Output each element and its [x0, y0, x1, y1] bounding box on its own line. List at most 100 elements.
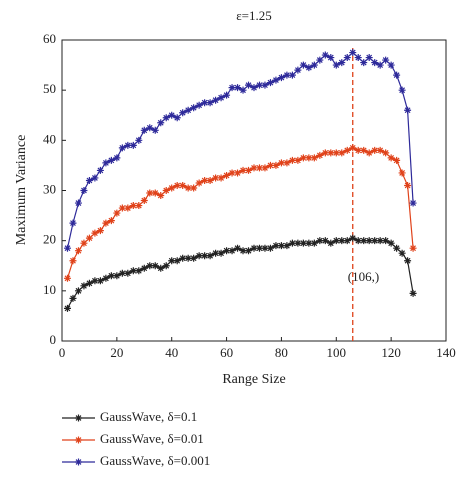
y-tick-label: 40: [43, 131, 56, 146]
data-point: [124, 141, 132, 149]
data-point: [409, 199, 417, 207]
data-point: [85, 176, 93, 184]
data-point: [255, 81, 263, 89]
data-point: [168, 257, 176, 265]
data-point: [80, 282, 88, 290]
data-point: [294, 66, 302, 74]
data-point: [371, 146, 379, 154]
data-point: [245, 247, 253, 255]
data-point: [118, 144, 126, 152]
data-point: [261, 244, 269, 252]
data-point: [206, 252, 214, 260]
data-point: [343, 237, 351, 245]
data-point: [184, 254, 192, 262]
x-tick-label: 40: [165, 345, 178, 360]
data-point: [162, 114, 170, 122]
data-point: [245, 166, 253, 174]
data-point: [228, 84, 236, 92]
data-point: [404, 257, 412, 265]
data-point: [223, 171, 231, 179]
data-point: [338, 59, 346, 67]
data-point: [228, 169, 236, 177]
data-point: [107, 272, 115, 280]
data-point: [190, 254, 198, 262]
x-axis-label: Range Size: [222, 372, 285, 387]
data-point: [140, 264, 148, 272]
data-point: [234, 244, 242, 252]
legend-marker: [75, 436, 82, 444]
x-tick-label: 0: [59, 345, 66, 360]
data-point: [63, 274, 71, 282]
data-point: [332, 61, 340, 69]
data-point: [272, 76, 280, 84]
data-point: [190, 104, 198, 112]
data-point: [162, 262, 170, 270]
y-tick-label: 0: [50, 332, 57, 347]
legend-marker: [75, 414, 82, 422]
legend-label: GaussWave, δ=0.001: [100, 453, 210, 468]
data-point: [382, 56, 390, 64]
data-point: [360, 237, 368, 245]
data-point: [184, 106, 192, 114]
data-point: [179, 109, 187, 117]
data-point: [409, 289, 417, 297]
data-point: [250, 164, 258, 172]
data-point: [96, 227, 104, 235]
data-point: [212, 174, 220, 182]
data-point: [250, 244, 258, 252]
data-point: [190, 184, 198, 192]
data-point: [223, 91, 231, 99]
data-point: [80, 187, 88, 194]
data-point: [360, 146, 368, 154]
data-point: [80, 239, 88, 247]
y-tick-label: 20: [43, 232, 56, 247]
data-point: [129, 141, 137, 149]
data-point: [118, 204, 126, 212]
data-point: [371, 237, 379, 245]
data-point: [255, 164, 263, 172]
data-point: [365, 54, 373, 62]
data-point: [376, 146, 384, 154]
data-point: [393, 156, 401, 164]
data-point: [349, 234, 357, 242]
data-point: [201, 176, 209, 184]
data-point: [261, 164, 269, 172]
x-tick-label: 100: [327, 345, 347, 360]
data-point: [349, 49, 357, 57]
data-point: [387, 154, 395, 162]
data-point: [212, 249, 220, 257]
data-point: [173, 257, 181, 265]
data-point: [382, 237, 390, 245]
x-tick-label: 60: [220, 345, 233, 360]
y-tick-label: 60: [43, 31, 56, 46]
data-point: [102, 274, 110, 282]
data-point: [266, 244, 274, 252]
x-tick-label: 20: [110, 345, 123, 360]
data-point: [327, 239, 335, 247]
data-point: [239, 247, 247, 255]
data-point: [217, 174, 225, 182]
data-point: [85, 234, 93, 242]
data-point: [69, 219, 77, 227]
x-tick-label: 140: [436, 345, 456, 360]
data-point: [212, 96, 220, 104]
data-point: [74, 287, 82, 295]
data-point: [365, 237, 373, 245]
data-point: [63, 304, 71, 312]
data-point: [239, 166, 247, 174]
data-point: [135, 136, 143, 144]
data-point: [195, 252, 203, 260]
data-point: [305, 64, 313, 72]
data-point: [272, 242, 280, 250]
series-line: [66, 51, 414, 249]
data-point: [201, 99, 209, 107]
data-point: [349, 144, 357, 152]
data-point: [371, 59, 379, 67]
data-point: [404, 181, 412, 189]
data-point: [283, 242, 291, 250]
data-point: [398, 169, 406, 177]
data-point: [393, 71, 401, 79]
y-tick-label: 50: [43, 81, 56, 96]
data-point: [321, 149, 329, 157]
